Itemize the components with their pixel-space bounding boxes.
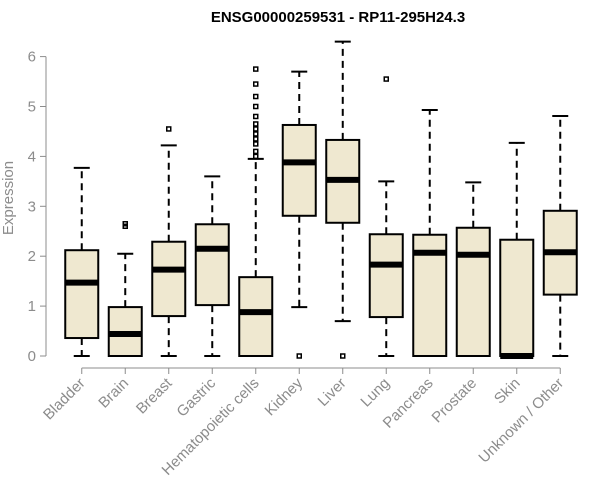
- box-iqr: [455, 226, 491, 357]
- x-tick-label: Prostate: [429, 375, 481, 427]
- box-iqr: [194, 223, 230, 307]
- outlier-point: [253, 93, 259, 100]
- y-tick-label: 6: [28, 49, 36, 66]
- x-tick-label: Breast: [133, 374, 176, 417]
- plot-area: [64, 40, 578, 359]
- x-tick-label: Bladder: [40, 375, 89, 424]
- y-axis: 0 1 2 3 4 5 6: [28, 49, 47, 365]
- outlier-point: [253, 131, 259, 137]
- chart-title: ENSG00000259531 - RP11-295H24.3: [211, 9, 465, 26]
- outlier-point: [122, 221, 128, 227]
- x-tick-label: Lung: [357, 375, 393, 411]
- box-iqr: [238, 276, 274, 357]
- x-tick-label: Kidney: [262, 374, 307, 419]
- outlier-point: [253, 126, 259, 132]
- y-tick-label: 3: [28, 198, 36, 215]
- x-tick-label: Liver: [315, 375, 350, 410]
- box-iqr: [151, 240, 187, 318]
- box-brain: [107, 221, 143, 357]
- box-breast: [151, 126, 187, 357]
- outlier-point: [253, 113, 259, 120]
- outlier-point: [166, 126, 172, 132]
- box-iqr: [368, 233, 404, 319]
- box-iqr: [281, 123, 317, 217]
- outlier-point: [253, 148, 259, 155]
- x-tick-label: Brain: [95, 375, 132, 412]
- box-lung: [368, 76, 404, 357]
- box-liver: [325, 40, 361, 359]
- box-hematopoietic-cells: [238, 66, 274, 357]
- box-prostate: [455, 181, 491, 357]
- y-tick-label: 2: [28, 248, 36, 265]
- y-tick-label: 0: [28, 348, 36, 365]
- y-tick-label: 1: [28, 298, 36, 315]
- box-skin: [499, 141, 535, 359]
- outlier-point: [253, 121, 259, 127]
- outlier-point: [253, 81, 259, 87]
- outlier-point: [340, 353, 346, 359]
- y-tick-label: 5: [28, 99, 36, 116]
- outlier-point: [253, 66, 259, 72]
- y-axis-label: Expression: [0, 161, 17, 235]
- outlier-point: [383, 76, 389, 82]
- x-tick-label: Skin: [491, 375, 524, 408]
- box-iqr: [499, 238, 535, 357]
- box-kidney: [281, 70, 317, 359]
- outlier-point: [296, 353, 302, 359]
- box-gastric: [194, 175, 230, 357]
- box-iqr: [64, 249, 100, 340]
- y-tick-label: 4: [28, 148, 36, 165]
- outlier-point: [253, 103, 259, 110]
- outlier-point: [253, 136, 259, 142]
- box-unknown-other: [542, 114, 578, 357]
- box-bladder: [64, 166, 100, 357]
- outlier-point: [253, 141, 259, 147]
- outlier-point: [253, 153, 259, 160]
- box-pancreas: [412, 108, 448, 357]
